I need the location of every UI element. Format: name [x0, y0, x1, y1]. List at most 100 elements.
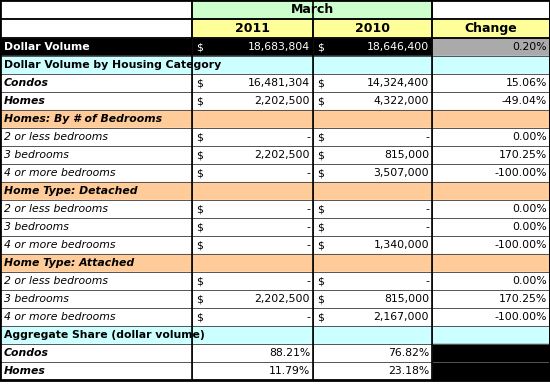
Bar: [0, 218, 192, 236]
Text: 88.21%: 88.21%: [269, 348, 310, 358]
Bar: [0, 74, 192, 92]
Bar: [192, 92, 313, 110]
Bar: [313, 308, 432, 326]
Bar: [432, 308, 550, 326]
Text: $: $: [317, 132, 324, 142]
Text: $: $: [317, 240, 324, 250]
Bar: [432, 38, 550, 56]
Text: Dollar Volume: Dollar Volume: [4, 42, 90, 52]
Bar: [432, 164, 550, 182]
Text: $: $: [196, 42, 203, 52]
Text: 3 bedrooms: 3 bedrooms: [4, 294, 69, 304]
Text: Condos: Condos: [4, 348, 49, 358]
Text: 3,507,000: 3,507,000: [373, 168, 429, 178]
Bar: [192, 164, 313, 182]
Bar: [313, 19, 432, 38]
Text: 3 bedrooms: 3 bedrooms: [4, 150, 69, 160]
Bar: [313, 19, 432, 38]
Bar: [192, 38, 313, 56]
Bar: [313, 344, 432, 362]
Text: 2 or less bedrooms: 2 or less bedrooms: [4, 276, 108, 286]
Text: 4,322,000: 4,322,000: [373, 96, 429, 106]
Text: $: $: [317, 96, 324, 106]
Text: $: $: [196, 168, 203, 178]
Bar: [432, 164, 550, 182]
Text: 16,481,304: 16,481,304: [248, 78, 310, 88]
Bar: [0, 362, 192, 380]
Bar: [432, 272, 550, 290]
Bar: [313, 362, 432, 380]
Bar: [432, 254, 550, 272]
Text: Aggregate Share (dollar volume): Aggregate Share (dollar volume): [4, 330, 205, 340]
Text: $: $: [196, 222, 203, 232]
Bar: [313, 272, 432, 290]
Bar: [192, 290, 313, 308]
Bar: [432, 19, 550, 38]
Bar: [0, 110, 192, 128]
Bar: [432, 200, 550, 218]
Bar: [0, 326, 192, 344]
Bar: [313, 290, 432, 308]
Bar: [192, 218, 313, 236]
Text: 2,167,000: 2,167,000: [373, 312, 429, 322]
Bar: [192, 236, 313, 254]
Bar: [432, 38, 550, 56]
Bar: [0, 182, 192, 200]
Text: $: $: [317, 312, 324, 322]
Bar: [432, 344, 550, 362]
Bar: [0, 56, 192, 74]
Text: -100.00%: -100.00%: [494, 168, 547, 178]
Bar: [0, 19, 192, 38]
Bar: [192, 146, 313, 164]
Bar: [0, 200, 192, 218]
Bar: [0, 236, 192, 254]
Bar: [192, 308, 313, 326]
Bar: [0, 254, 192, 272]
Bar: [0, 56, 192, 74]
Text: -: -: [306, 204, 310, 214]
Bar: [192, 182, 550, 200]
Text: $: $: [196, 294, 203, 304]
Text: 1,340,000: 1,340,000: [373, 240, 429, 250]
Text: $: $: [196, 204, 203, 214]
Text: Homes: Homes: [4, 96, 46, 106]
Text: $: $: [317, 222, 324, 232]
Bar: [0, 344, 192, 362]
Text: 0.00%: 0.00%: [512, 204, 547, 214]
Text: -49.04%: -49.04%: [502, 96, 547, 106]
Bar: [0, 182, 192, 200]
Bar: [192, 236, 313, 254]
Bar: [432, 344, 550, 362]
Bar: [313, 236, 432, 254]
Text: $: $: [196, 276, 203, 286]
Bar: [192, 218, 313, 236]
Bar: [192, 362, 313, 380]
Bar: [432, 218, 550, 236]
Bar: [432, 56, 550, 74]
Bar: [313, 38, 432, 56]
Bar: [313, 236, 432, 254]
Bar: [432, 182, 550, 200]
Bar: [0, 164, 192, 182]
Text: -: -: [425, 276, 429, 286]
Text: 2 or less bedrooms: 2 or less bedrooms: [4, 132, 108, 142]
Bar: [0, 254, 192, 272]
Text: Dollar Volume by Housing Category: Dollar Volume by Housing Category: [4, 60, 221, 70]
Text: $: $: [196, 78, 203, 88]
Text: -100.00%: -100.00%: [494, 312, 547, 322]
Text: -100.00%: -100.00%: [494, 240, 547, 250]
Bar: [313, 218, 432, 236]
Bar: [313, 308, 432, 326]
Bar: [432, 362, 550, 380]
Bar: [313, 146, 432, 164]
Bar: [313, 92, 432, 110]
Bar: [432, 146, 550, 164]
Bar: [432, 308, 550, 326]
Bar: [313, 146, 432, 164]
Bar: [192, 38, 313, 56]
Bar: [0, 146, 192, 164]
Bar: [313, 128, 432, 146]
Bar: [192, 164, 313, 182]
Bar: [0, 344, 192, 362]
Bar: [432, 92, 550, 110]
